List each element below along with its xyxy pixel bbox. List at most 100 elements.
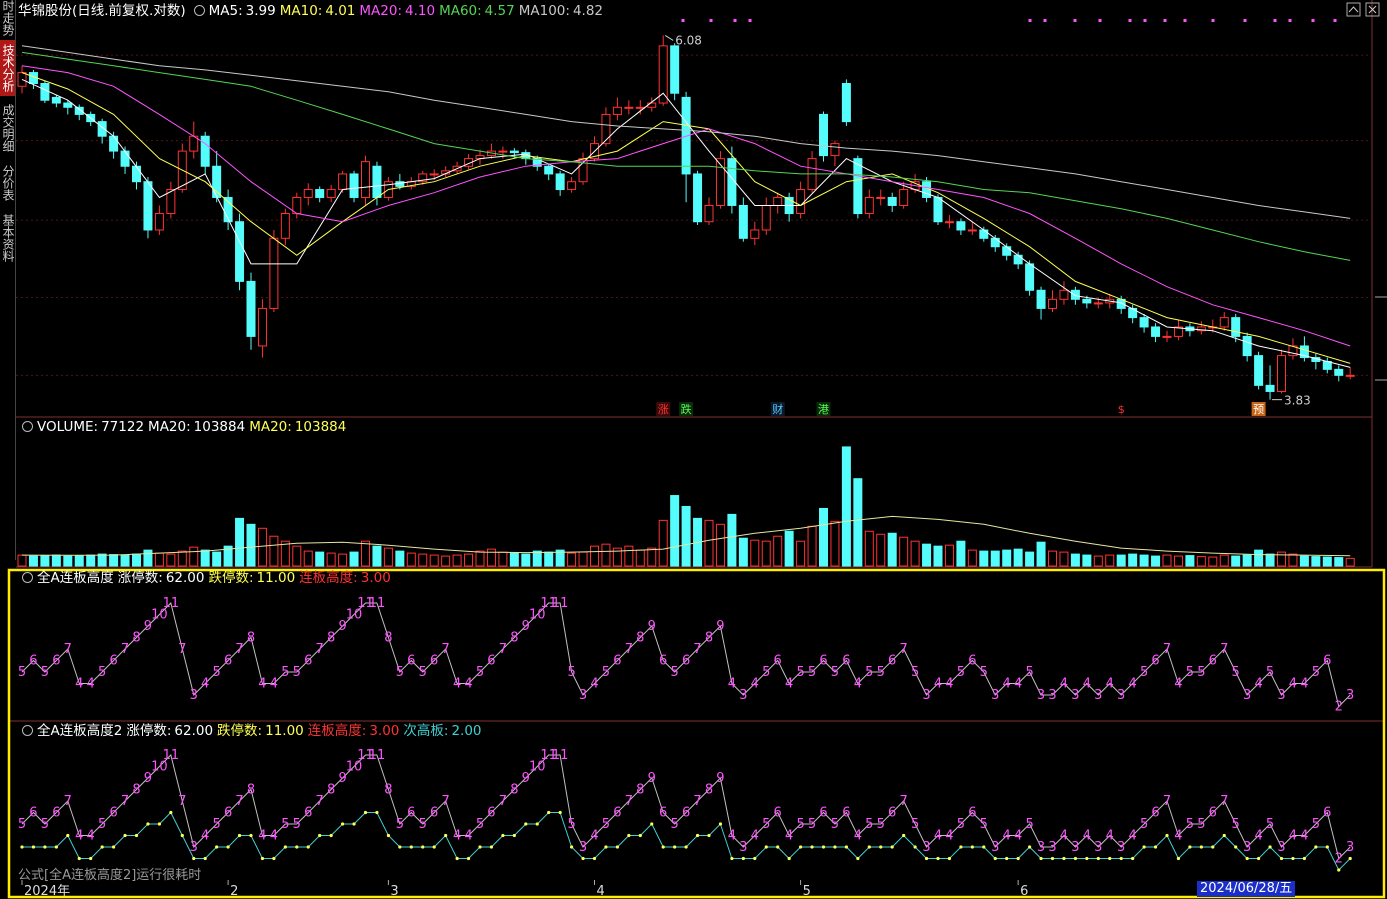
- volume-bar: [521, 553, 531, 567]
- indicator-dot: [902, 833, 906, 838]
- value-label: 5: [980, 665, 988, 680]
- value-label: 5: [18, 817, 26, 832]
- value-label: 4: [1174, 676, 1182, 691]
- candle-body: [956, 221, 966, 231]
- collapse-button[interactable]: [1346, 2, 1361, 17]
- value-label: 4: [728, 676, 736, 691]
- chart-title: 全A连板高度2: [37, 723, 123, 739]
- volume-bar: [635, 549, 645, 567]
- value-label: 4: [201, 828, 209, 843]
- legend-name: 连板高度:: [307, 723, 367, 739]
- top-marker: [1311, 19, 1315, 22]
- value-label: 6: [968, 805, 976, 820]
- top-marker: [1288, 19, 1292, 22]
- value-label: 7: [625, 642, 633, 657]
- volume-bar: [349, 551, 359, 567]
- value-label: 8: [510, 630, 518, 645]
- value-label: 4: [258, 828, 266, 843]
- top-marker: [1211, 19, 1215, 22]
- value-label: 9: [144, 771, 152, 786]
- close-button[interactable]: [1365, 2, 1380, 17]
- sidebar-tab[interactable]: 成交明细: [1, 104, 15, 152]
- volume-bar: [143, 549, 153, 567]
- selection-frame: [7, 568, 1386, 899]
- indicator-dot: [764, 845, 768, 849]
- volume-bar: [864, 530, 874, 567]
- volume-bar: [727, 513, 737, 567]
- value-label: 5: [831, 665, 839, 680]
- sidebar-tab[interactable]: 基本资料: [1, 214, 15, 262]
- volume-bar: [475, 550, 485, 567]
- candle-body: [1334, 368, 1344, 376]
- indicator-dot: [879, 845, 883, 849]
- value-label: 3: [1346, 688, 1354, 703]
- value-label: 11: [369, 596, 386, 611]
- value-label: 4: [945, 828, 953, 843]
- volume-bar: [361, 540, 370, 567]
- indicator-dot: [1314, 845, 1318, 849]
- value-label: 5: [419, 817, 427, 832]
- value-label: 10: [529, 759, 546, 774]
- sidebar-tab[interactable]: 技术分析: [0, 40, 15, 96]
- value-label: 8: [247, 782, 255, 797]
- volume-bar: [979, 550, 989, 567]
- event-label: 港: [818, 403, 829, 416]
- indicator-dot: [283, 845, 287, 849]
- value-label: 6: [842, 653, 850, 668]
- candle-body: [967, 229, 977, 232]
- volume-bar: [235, 517, 245, 567]
- header-icon: [193, 5, 205, 16]
- value-label: 5: [602, 665, 610, 680]
- candle-body: [280, 213, 290, 239]
- indicator-dot: [1222, 833, 1226, 838]
- candle-body: [464, 158, 474, 167]
- legend-name: 跌停数:: [208, 570, 254, 586]
- candle-body: [1162, 335, 1172, 338]
- legend-name: 连板高度:: [299, 570, 358, 586]
- candle-body: [864, 196, 874, 215]
- value-label: 6: [819, 653, 827, 668]
- value-label: 3: [922, 688, 930, 703]
- value-label: 4: [270, 828, 278, 843]
- legend-value: 103884: [294, 419, 347, 435]
- volume-bar: [647, 547, 657, 567]
- value-label: 3: [739, 688, 747, 703]
- collapse-icon: [1348, 6, 1359, 13]
- value-label: 5: [865, 665, 873, 680]
- top-marker: [709, 19, 713, 22]
- value-label: 6: [52, 653, 60, 668]
- volume-bar: [601, 543, 611, 567]
- volume-bar: [944, 544, 954, 567]
- indicator-dot: [1131, 856, 1135, 861]
- volume-bar: [166, 553, 176, 567]
- value-label: 6: [407, 653, 415, 668]
- value-label: 5: [98, 817, 106, 832]
- value-label: 4: [453, 828, 461, 843]
- value-label: 10: [346, 759, 363, 774]
- sidebar-tab[interactable]: 时走势: [1, 0, 15, 36]
- indicator-dot: [661, 845, 665, 849]
- value-label: 4: [87, 828, 95, 843]
- volume-bar: [1128, 553, 1138, 567]
- value-label: 11: [369, 748, 386, 763]
- value-label: 5: [796, 817, 804, 832]
- volume-bar: [212, 551, 222, 567]
- value-label: 5: [796, 665, 804, 680]
- indicator-dot: [226, 845, 230, 849]
- value-label: 6: [109, 653, 117, 668]
- value-label: 3: [190, 840, 198, 855]
- candle-body: [761, 204, 771, 231]
- value-label: 5: [476, 665, 484, 680]
- sidebar-tab[interactable]: 分价表: [1, 165, 15, 201]
- value-label: 9: [648, 619, 656, 634]
- candle-body: [154, 213, 164, 231]
- indicator-dot: [1188, 845, 1192, 849]
- candle-body: [269, 237, 279, 309]
- candle-body: [1059, 289, 1069, 300]
- value-label: 7: [235, 794, 243, 809]
- value-label: 7: [1220, 642, 1228, 657]
- volume-bar: [1299, 555, 1309, 567]
- value-label: 6: [430, 653, 438, 668]
- ma-line: [21, 45, 1351, 219]
